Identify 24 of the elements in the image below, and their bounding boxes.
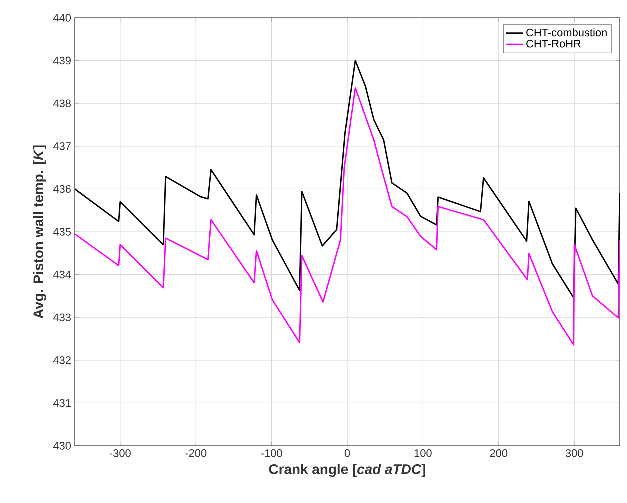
line-series xyxy=(75,87,620,346)
y-tick-label: 431 xyxy=(53,399,71,408)
x-tick-label: 0 xyxy=(344,450,350,458)
y-tick-label: 433 xyxy=(53,314,71,322)
y-tick-label: 435 xyxy=(53,228,72,236)
x-axis-title: Crank angle [cad aTDC] xyxy=(269,464,426,478)
y-tick-label: 436 xyxy=(53,185,71,194)
y-tick-label: 432 xyxy=(53,356,71,364)
x-tick-label: 300 xyxy=(566,450,584,458)
y-tick-label: 438 xyxy=(53,100,71,108)
y-tick-label: 439 xyxy=(53,56,71,65)
x-tick-label: 200 xyxy=(490,450,508,458)
y-tick-label: 434 xyxy=(53,270,72,279)
legend-label: CHT-combustion xyxy=(526,28,607,37)
legend-label: CHT-RoHR xyxy=(526,40,581,48)
y-tick-label: 440 xyxy=(53,14,72,22)
y-tick-label: 430 xyxy=(53,442,72,450)
x-tick-label: -200 xyxy=(186,450,207,458)
x-tick-label: -300 xyxy=(110,450,131,458)
x-tick-label: -100 xyxy=(261,450,282,458)
y-tick-label: 437 xyxy=(53,142,71,150)
x-tick-label: 100 xyxy=(414,450,432,458)
y-axis-title: Avg. Piston wall temp. [K] xyxy=(33,146,46,319)
line-series xyxy=(75,60,620,299)
